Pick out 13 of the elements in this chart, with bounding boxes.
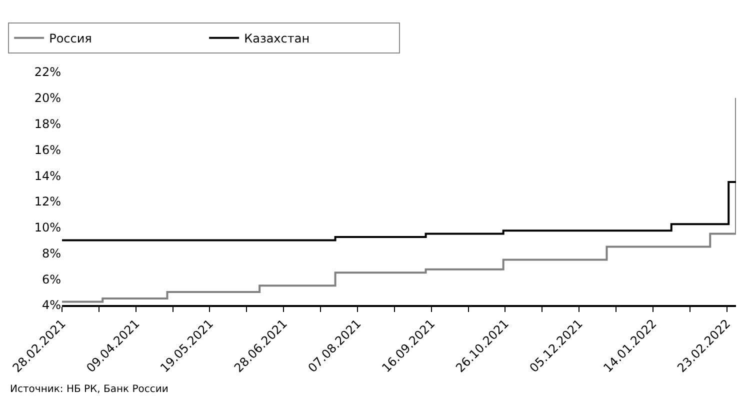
y-tick-label: 20%: [34, 91, 61, 106]
y-tick-label: 10%: [34, 220, 61, 235]
y-tick-label: 6%: [42, 272, 61, 286]
text: Источник: НБ РК, Банк России: [10, 384, 168, 395]
legend-label: Россия: [49, 32, 92, 46]
y-tick-label: 16%: [34, 142, 61, 157]
y-tick-label: 18%: [34, 116, 61, 131]
y-tick-label: 8%: [42, 246, 61, 260]
y-tick-label: 4%: [42, 298, 61, 312]
y-tick-label: 14%: [34, 168, 61, 183]
legend-label: Казахстан: [244, 32, 310, 46]
y-tick-label: 22%: [34, 65, 61, 80]
y-tick-label: 12%: [34, 194, 61, 209]
